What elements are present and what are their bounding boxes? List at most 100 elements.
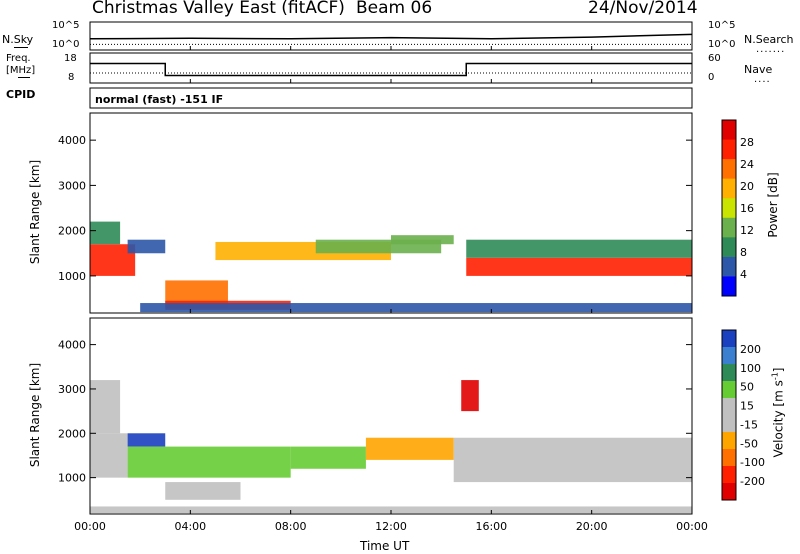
power-band — [90, 221, 121, 245]
velocity-band — [290, 446, 366, 469]
power-colorbar-segment — [722, 139, 736, 160]
beam-label: Beam 06 — [356, 0, 433, 18]
velocity-colorbar-tick: -50 — [740, 437, 758, 450]
velocity-colorbar-segment — [722, 415, 736, 433]
nsearch-label: N.Search — [744, 33, 794, 46]
freq-label: Freq. — [6, 53, 31, 64]
velocity-colorbar-tick: 50 — [740, 381, 754, 394]
velocity-y-tick-label: 2000 — [58, 427, 86, 440]
velocity-band — [165, 482, 241, 500]
power-band — [140, 303, 692, 313]
x-tick-label: 20:00 — [576, 520, 608, 533]
power-colorbar-tick: 4 — [740, 268, 747, 281]
nsearch-legend-dots: ....... — [756, 44, 786, 55]
x-axis-ticks: 00:00 04:00 08:00 12:00 16:00 20:00 00:00 — [74, 46, 708, 533]
freq-panel-frame — [89, 52, 693, 84]
velocity-y-tick-label: 1000 — [58, 472, 86, 485]
x-axis-title: Time UT — [360, 539, 410, 553]
nave-tick-bottom: 0 — [708, 72, 715, 83]
x-tick-label: 12:00 — [375, 520, 407, 533]
power-band — [90, 244, 136, 276]
nsearch-tick-bottom: 10^0 — [708, 39, 736, 50]
velocity-band — [453, 437, 692, 483]
nsky-tick-bottom: 10^0 — [52, 39, 80, 50]
freq-tick-bottom: 8 — [68, 72, 75, 83]
freq-series-line — [90, 62, 692, 77]
velocity-y-tick-label: 4000 — [58, 339, 86, 352]
power-colorbar-tick: 16 — [740, 202, 754, 215]
velocity-heatmap — [90, 380, 692, 514]
x-tick-label: 00:00 — [74, 520, 106, 533]
velocity-colorbar-tick: 100 — [740, 362, 761, 375]
velocity-colorbar-frame — [721, 329, 737, 501]
velocity-colorbar-tick: -15 — [740, 418, 758, 431]
power-band — [127, 239, 166, 254]
power-colorbar-segment — [722, 159, 736, 180]
velocity-colorbar-segment — [722, 330, 736, 348]
nsearch-tick-top: 10^5 — [708, 20, 736, 31]
freq-tick-top: 18 — [64, 53, 77, 64]
nave-tick-top: 60 — [708, 53, 721, 64]
power-colorbar-tick: 28 — [740, 136, 754, 149]
power-colorbar-segment — [722, 276, 736, 297]
freq-legend-line — [18, 77, 30, 78]
power-y-tick-label: 2000 — [58, 225, 86, 238]
power-y-tick-label: 3000 — [58, 179, 86, 192]
x-tick-label: 04:00 — [174, 520, 206, 533]
freq-unit-label: [MHz] — [6, 65, 36, 76]
power-colorbar-tick: 8 — [740, 246, 747, 259]
nsky-label: N.Sky — [2, 33, 34, 46]
power-colorbar-frame — [721, 119, 737, 297]
velocity-colorbar-tick: 200 — [740, 343, 761, 356]
power-y-axis-title: Slant Range [km] — [28, 159, 42, 265]
velocity-colorbar-segment — [722, 432, 736, 450]
power-colorbar-segment — [722, 256, 736, 277]
power-colorbar: 4 8 12 16 20 24 28 — [721, 119, 754, 297]
velocity-band — [90, 380, 121, 434]
velocity-band — [365, 437, 454, 460]
velocity-colorbar-title: Velocity [m s-1] — [770, 367, 786, 458]
power-colorbar-tick: 20 — [740, 180, 754, 193]
x-tick-label: 00:00 — [676, 520, 708, 533]
cpid-panel-frame — [89, 87, 693, 109]
nsky-panel-frame — [89, 21, 693, 51]
power-colorbar-segment — [722, 237, 736, 258]
cpid-mode: normal (fast) -151 IF — [95, 93, 224, 106]
velocity-colorbar-segment — [722, 449, 736, 467]
velocity-colorbar-segment — [722, 398, 736, 416]
nave-legend-dots: .... — [754, 74, 771, 85]
velocity-colorbar-segment — [722, 347, 736, 365]
date-label: 24/Nov/2014 — [588, 0, 698, 18]
velocity-colorbar-segment — [722, 466, 736, 484]
power-colorbar-segment — [722, 198, 736, 219]
power-colorbar-segment — [722, 217, 736, 238]
velocity-band — [90, 506, 692, 514]
power-colorbar-segment — [722, 120, 736, 141]
nsky-legend-line — [14, 47, 28, 48]
power-y-tick-label: 4000 — [58, 134, 86, 147]
velocity-colorbar-segment — [722, 364, 736, 382]
power-panel-bg — [90, 113, 692, 313]
velocity-band — [461, 380, 479, 412]
cpid-label: CPID — [6, 88, 36, 101]
power-heatmap — [90, 221, 692, 313]
velocity-colorbar-tick: 15 — [740, 400, 754, 413]
power-band — [466, 257, 692, 276]
velocity-colorbar: 200 100 50 15 -15 -50 -100 -200 — [721, 329, 765, 501]
nsky-tick-top: 10^5 — [52, 20, 80, 31]
velocity-y-tick-label: 3000 — [58, 383, 86, 396]
power-colorbar-title: Power [dB] — [766, 172, 780, 238]
velocity-colorbar-segment — [722, 483, 736, 501]
velocity-y-ticks: 1000 2000 3000 4000 — [58, 339, 692, 485]
velocity-colorbar-segment — [722, 381, 736, 399]
power-y-tick-label: 1000 — [58, 270, 86, 283]
velocity-band — [127, 433, 166, 447]
velocity-colorbar-tick: -100 — [740, 456, 765, 469]
chart-title: Christmas Valley East (fitACF) — [92, 0, 345, 18]
x-tick-label: 08:00 — [275, 520, 307, 533]
velocity-colorbar-tick: -200 — [740, 475, 765, 488]
power-colorbar-segment — [722, 178, 736, 199]
power-band — [466, 239, 692, 258]
power-colorbar-tick: 24 — [740, 158, 754, 171]
